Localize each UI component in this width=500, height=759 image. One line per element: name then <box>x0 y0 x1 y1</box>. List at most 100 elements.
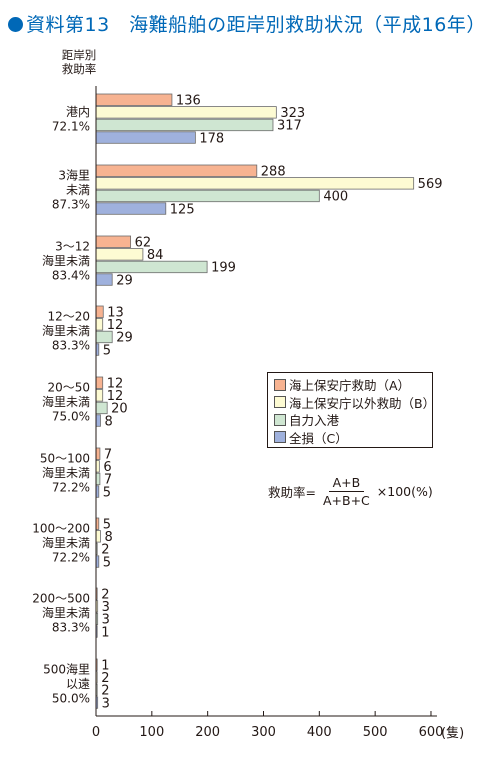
bar-1-0 <box>95 164 258 177</box>
legend-item-self: 自力入港 <box>274 411 426 429</box>
bar-1-1 <box>95 177 415 190</box>
bar-0-3 <box>95 131 196 144</box>
category-label-6-1: 海里未満 <box>42 535 90 550</box>
x-axis-unit: (隻) <box>441 726 465 741</box>
x-tick-label-5: 500 <box>363 725 388 740</box>
bar-1-2 <box>95 189 320 203</box>
legend-swatch-self <box>274 413 286 426</box>
legend-item-b: 海上保安庁以外救助（B） <box>274 394 435 412</box>
legend-label-self: 自力入港 <box>289 413 340 429</box>
bar-1-3 <box>95 202 167 215</box>
data-label-2-0: 62 <box>135 236 152 251</box>
data-label-7-0: 2 <box>101 588 109 603</box>
category-label-1-1: 未満 <box>66 183 90 197</box>
data-label-6-0: 5 <box>103 518 111 533</box>
formula-numerator: A+B <box>328 475 365 492</box>
category-label-3-0: 12～20 <box>47 310 90 324</box>
data-label-6-3: 5 <box>103 555 111 570</box>
formula-fraction: A+B A+B+C <box>319 475 374 508</box>
data-label-1-1: 569 <box>418 177 443 192</box>
category-label-7-0: 200～500 <box>32 592 90 606</box>
bar-2-3 <box>95 273 113 286</box>
bar-2-0 <box>95 235 132 248</box>
data-label-5-2: 7 <box>104 473 112 488</box>
category-label-6-0: 100～200 <box>32 522 90 536</box>
category-label-6-2: 72.2% <box>52 551 90 565</box>
data-label-3-2: 29 <box>116 331 133 346</box>
category-label-8-1: 以遠 <box>66 677 90 691</box>
data-label-7-1: 3 <box>102 600 110 615</box>
data-label-0-2: 317 <box>277 119 302 134</box>
bar-6-1 <box>95 530 101 543</box>
data-label-1-2: 400 <box>323 190 348 205</box>
data-label-2-2: 199 <box>211 261 236 276</box>
category-label-0-1: 72.1% <box>52 119 90 133</box>
legend-swatch-c <box>274 431 286 444</box>
y-axis-label: 距岸別 救助率 <box>44 48 114 76</box>
bar-2-1 <box>95 248 144 261</box>
data-label-4-0: 12 <box>107 377 124 392</box>
category-label-3-1: 海里未満 <box>42 323 90 338</box>
data-label-5-3: 5 <box>103 485 111 500</box>
bullet-icon <box>8 17 23 32</box>
data-label-8-3: 3 <box>102 696 110 711</box>
bar-0-2 <box>95 118 274 132</box>
data-label-0-3: 178 <box>199 131 224 146</box>
data-label-3-0: 13 <box>107 306 124 321</box>
bar-4-3 <box>95 414 101 427</box>
data-label-7-3: 1 <box>101 625 109 640</box>
x-tick-label-4: 400 <box>307 725 332 740</box>
category-label-3-2: 83.3% <box>52 339 90 353</box>
data-label-7-2: 3 <box>102 613 110 628</box>
data-label-0-0: 136 <box>176 94 201 109</box>
category-label-5-2: 72.2% <box>52 481 90 495</box>
x-tick-label-6: 600 <box>419 725 444 740</box>
legend-item-c: 全損（C） <box>274 429 426 447</box>
legend-label-c: 全損（C） <box>289 430 348 446</box>
formula-prefix: 救助率= <box>268 485 316 500</box>
category-label-4-1: 海里未満 <box>42 394 90 409</box>
x-tick-label-2: 200 <box>195 725 220 740</box>
data-label-6-2: 2 <box>101 543 109 558</box>
rescue-rate-formula: 救助率= A+B A+B+C ×100(%) <box>268 475 433 508</box>
formula-denominator: A+B+C <box>322 493 370 508</box>
legend: 海上保安庁救助（A） 海上保安庁以外救助（B） 自力入港 全損（C） <box>267 372 435 448</box>
bar-0-0 <box>95 93 173 106</box>
bar-3-2 <box>95 330 113 344</box>
legend-item-a: 海上保安庁救助（A） <box>274 376 426 394</box>
data-label-6-1: 8 <box>104 530 112 545</box>
data-label-2-3: 29 <box>116 273 133 288</box>
y-axis-label-line-2: 救助率 <box>61 62 97 76</box>
bar-4-0 <box>95 376 104 389</box>
bar-5-2 <box>95 472 101 486</box>
legend-label-a: 海上保安庁救助（A） <box>289 378 411 394</box>
data-label-4-3: 8 <box>104 414 112 429</box>
data-label-3-3: 5 <box>103 343 111 358</box>
x-tick-label-0: 0 <box>92 725 100 740</box>
category-label-2-2: 83.4% <box>52 269 90 283</box>
data-label-5-1: 6 <box>103 460 111 475</box>
legend-swatch-a <box>274 378 286 391</box>
category-label-8-0: 500海里 <box>43 662 90 677</box>
x-tick-label-1: 100 <box>139 725 164 740</box>
category-label-2-1: 海里未満 <box>42 253 90 268</box>
bar-5-0 <box>95 447 101 460</box>
data-label-8-1: 2 <box>101 671 109 686</box>
bar-2-2 <box>95 260 208 274</box>
x-tick-label-3: 300 <box>251 725 276 740</box>
legend-swatch-b <box>274 396 286 409</box>
data-label-1-3: 125 <box>170 202 195 217</box>
chart-title: 資料第13 海難船舶の距岸別救助状況（平成16年） <box>8 10 486 37</box>
data-label-4-1: 12 <box>107 389 124 404</box>
category-label-7-1: 海里未満 <box>42 605 90 620</box>
data-label-3-1: 12 <box>107 318 124 333</box>
bar-4-2 <box>95 401 108 415</box>
category-label-1-2: 87.3% <box>52 198 90 212</box>
data-label-1-0: 288 <box>261 165 286 180</box>
data-label-2-1: 84 <box>147 248 164 263</box>
bar-3-0 <box>95 305 104 318</box>
y-axis-label-line-1: 距岸別 <box>61 48 97 62</box>
data-label-8-0: 1 <box>101 659 109 674</box>
category-label-4-2: 75.0% <box>52 410 90 424</box>
